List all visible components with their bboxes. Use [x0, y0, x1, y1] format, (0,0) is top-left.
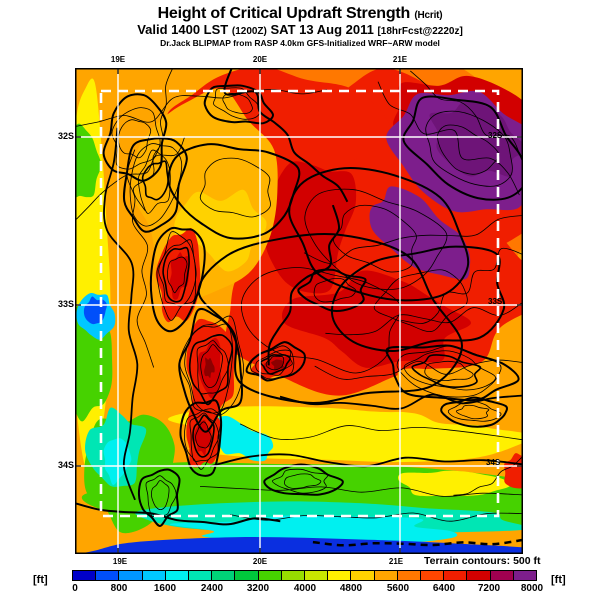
colorbar-cell: [118, 571, 142, 580]
colorbar-tick-8: 6400: [432, 583, 456, 594]
colorbar-cell: [327, 571, 351, 580]
colorbar-cell: [95, 571, 119, 580]
colorbar-cell: [73, 571, 96, 580]
colorbar-tick-9: 7200: [477, 583, 501, 594]
colorbar-cell: [373, 571, 397, 580]
colorbar-cell: [280, 571, 305, 580]
colorbar-cell: [257, 571, 281, 580]
valid-time: Valid 1400 LST: [137, 22, 229, 37]
colorbar-tick-3: 2400: [200, 583, 224, 594]
x-tick-top-1: 20E: [252, 55, 268, 64]
y-tick-right-0: 32S: [488, 131, 503, 140]
y-tick-right-1: 33S: [488, 297, 503, 306]
colorbar-cell: [304, 571, 328, 580]
x-tick-bottom-0: 19E: [112, 557, 128, 566]
colorbar-cell: [466, 571, 490, 580]
valid-line: Valid 1400 LST (1200Z) SAT 13 Aug 2011 […: [0, 22, 600, 37]
colorbar-unit-left: [ft]: [33, 574, 48, 586]
y-tick-right-2: 34S: [486, 458, 501, 467]
colorbar-cell: [489, 571, 513, 580]
colorbar-cell: [141, 571, 165, 580]
colorbar-unit-right: [ft]: [551, 574, 566, 586]
x-tick-top-2: 21E: [392, 55, 408, 64]
colorbar-tick-2: 1600: [153, 583, 177, 594]
y-tick-left-1: 33S: [57, 299, 74, 309]
colorbar-cell: [188, 571, 212, 580]
y-tick-left-0: 32S: [57, 131, 74, 141]
x-tick-top-0: 19E: [110, 55, 126, 64]
credit-line: Dr.Jack BLIPMAP from RASP 4.0km GFS-Init…: [160, 38, 440, 48]
colorbar-cell: [350, 571, 374, 580]
terrain-contour-map: [75, 68, 523, 554]
colorbar-cell: [512, 571, 537, 580]
colorbar-tick-1: 800: [110, 583, 128, 594]
title-main: Height of Critical Updraft Strength: [157, 5, 411, 22]
page-title: Height of Critical Updraft Strength (Hcr…: [0, 5, 600, 23]
colorbar-tick-5: 4000: [293, 583, 317, 594]
colorbar-cell: [443, 571, 467, 580]
valid-zulu: (1200Z): [231, 26, 267, 37]
colorbar: [72, 570, 537, 581]
map: [75, 68, 523, 554]
colorbar-tick-10: 8000: [520, 583, 544, 594]
x-tick-bottom-2: 21E: [388, 557, 404, 566]
colorbar-cell: [234, 571, 258, 580]
valid-date: SAT 13 Aug 2011: [270, 22, 374, 37]
colorbar-cell: [211, 571, 235, 580]
colorbar-tick-4: 3200: [246, 583, 270, 594]
y-tick-left-2: 34S: [57, 460, 74, 470]
colorbar-cell: [396, 571, 421, 580]
colorbar-tick-0: 0: [72, 583, 78, 594]
colorbar-cell: [164, 571, 189, 580]
colorbar-tick-6: 4800: [339, 583, 363, 594]
x-tick-bottom-1: 20E: [252, 557, 268, 566]
title-suffix: (Hcrit): [414, 10, 443, 21]
colorbar-cell: [420, 571, 444, 580]
forecast-tag: [18hrFcst@2220z]: [377, 26, 463, 37]
terrain-note: Terrain contours: 500 ft: [424, 555, 541, 567]
colorbar-tick-7: 5600: [386, 583, 410, 594]
